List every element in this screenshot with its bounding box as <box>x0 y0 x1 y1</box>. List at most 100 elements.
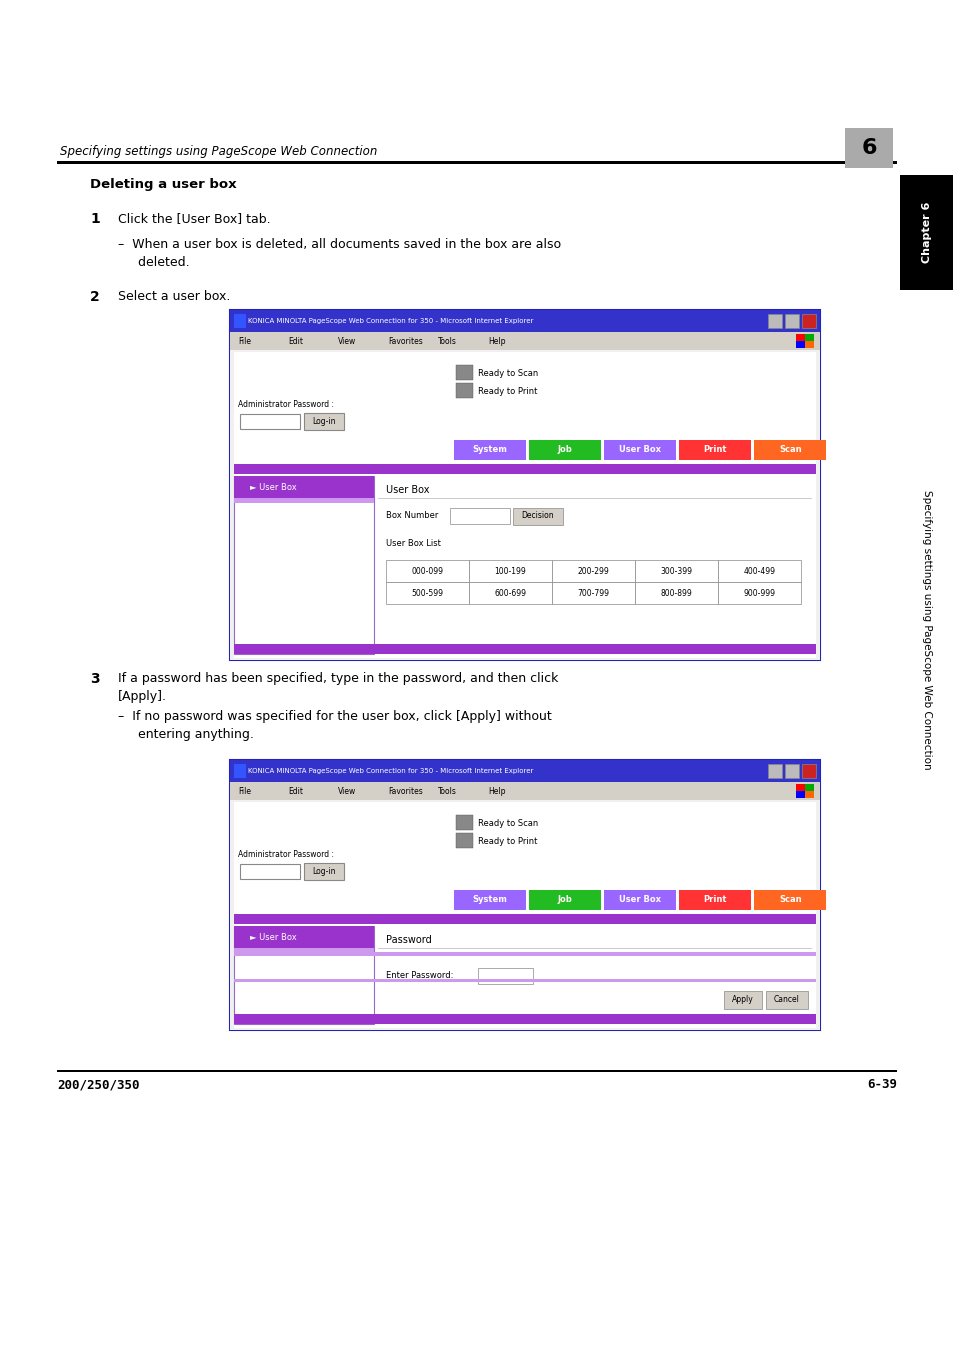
Bar <box>603 890 676 910</box>
Text: Enter Password:: Enter Password: <box>386 972 453 980</box>
Text: File: File <box>237 787 251 795</box>
Text: User Box: User Box <box>618 895 660 905</box>
Text: Tools: Tools <box>437 336 456 346</box>
Text: Favorites: Favorites <box>388 787 422 795</box>
Text: User Box List: User Box List <box>386 540 440 548</box>
Text: Job: Job <box>558 895 572 905</box>
Bar <box>456 383 473 398</box>
Text: Decision: Decision <box>521 512 554 521</box>
Text: Administrator Password :: Administrator Password : <box>237 400 334 409</box>
Text: Click the [User Box] tab.: Click the [User Box] tab. <box>118 212 271 225</box>
Text: Help: Help <box>488 787 505 795</box>
Bar <box>233 315 246 328</box>
Text: KONICA MINOLTA PageScope Web Connection for 350 - Microsoft Internet Explorer: KONICA MINOLTA PageScope Web Connection … <box>248 319 533 324</box>
Bar <box>454 890 526 910</box>
Bar <box>804 333 813 342</box>
Bar <box>477 968 533 984</box>
Bar <box>679 440 750 460</box>
Bar <box>304 863 344 880</box>
Bar <box>754 890 825 910</box>
Bar <box>240 864 299 879</box>
Bar <box>233 1014 815 1025</box>
Bar <box>240 414 299 429</box>
Bar <box>795 342 804 348</box>
Text: 100-199: 100-199 <box>494 567 526 575</box>
Bar <box>233 464 815 474</box>
Bar <box>552 582 635 603</box>
Bar <box>233 926 374 1025</box>
Text: Password: Password <box>386 936 432 945</box>
Text: Print: Print <box>702 895 726 905</box>
Text: Ready to Scan: Ready to Scan <box>477 819 537 829</box>
Text: Ready to Scan: Ready to Scan <box>477 370 537 378</box>
Text: Log-in: Log-in <box>312 417 335 425</box>
Text: Deleting a user box: Deleting a user box <box>90 178 236 190</box>
Bar <box>723 991 761 1008</box>
Text: ► User Box: ► User Box <box>250 482 296 491</box>
Bar <box>230 782 820 801</box>
Text: 900-999: 900-999 <box>742 589 775 598</box>
Bar <box>767 764 781 778</box>
Bar <box>801 764 815 778</box>
Bar <box>230 310 820 660</box>
Bar <box>603 440 676 460</box>
Bar <box>552 560 635 582</box>
Text: Cancel: Cancel <box>773 995 800 1004</box>
Text: Edit: Edit <box>288 336 303 346</box>
Bar <box>635 582 718 603</box>
Text: 300-399: 300-399 <box>659 567 692 575</box>
Bar <box>233 644 815 653</box>
Text: File: File <box>237 336 251 346</box>
Bar <box>844 128 892 167</box>
Text: 000-099: 000-099 <box>411 567 443 575</box>
Bar <box>230 760 820 782</box>
Text: Scan: Scan <box>778 895 801 905</box>
Text: Help: Help <box>488 336 505 346</box>
Text: System: System <box>473 895 507 905</box>
Text: 500-599: 500-599 <box>411 589 443 598</box>
Bar <box>456 815 473 830</box>
Text: 1: 1 <box>90 212 100 225</box>
Bar <box>469 560 552 582</box>
Text: If a password has been specified, type in the password, and then click
[Apply].: If a password has been specified, type i… <box>118 672 558 703</box>
Text: Edit: Edit <box>288 787 303 795</box>
Bar <box>754 440 825 460</box>
Bar <box>233 979 815 981</box>
Bar <box>718 582 801 603</box>
Bar <box>529 890 600 910</box>
Text: Apply: Apply <box>731 995 753 1004</box>
Text: User Box: User Box <box>386 485 429 495</box>
Bar <box>795 333 804 342</box>
Bar <box>230 801 820 1030</box>
Text: 200-299: 200-299 <box>577 567 609 575</box>
Bar <box>469 582 552 603</box>
Bar <box>233 477 374 498</box>
Text: Scan: Scan <box>778 446 801 455</box>
Bar <box>795 784 813 798</box>
Bar <box>233 952 815 956</box>
Bar <box>804 784 813 791</box>
Bar <box>450 508 510 524</box>
Text: Chapter 6: Chapter 6 <box>921 201 931 263</box>
Text: Log-in: Log-in <box>312 867 335 876</box>
Bar <box>233 802 815 1027</box>
Bar <box>795 333 813 348</box>
Bar <box>784 315 799 328</box>
Text: Administrator Password :: Administrator Password : <box>237 850 334 859</box>
Bar <box>635 560 718 582</box>
Bar <box>454 440 526 460</box>
Bar <box>784 764 799 778</box>
Text: System: System <box>473 446 507 455</box>
Bar <box>386 560 469 582</box>
Bar <box>795 791 804 798</box>
Bar <box>230 760 820 1030</box>
Bar <box>233 948 374 953</box>
Bar <box>529 440 600 460</box>
Text: Ready to Print: Ready to Print <box>477 387 537 397</box>
Text: Select a user box.: Select a user box. <box>118 290 230 302</box>
Bar <box>57 161 896 163</box>
Bar <box>304 413 344 431</box>
Bar <box>230 350 820 660</box>
Bar <box>233 914 815 923</box>
Text: KONICA MINOLTA PageScope Web Connection for 350 - Microsoft Internet Explorer: KONICA MINOLTA PageScope Web Connection … <box>248 768 533 774</box>
